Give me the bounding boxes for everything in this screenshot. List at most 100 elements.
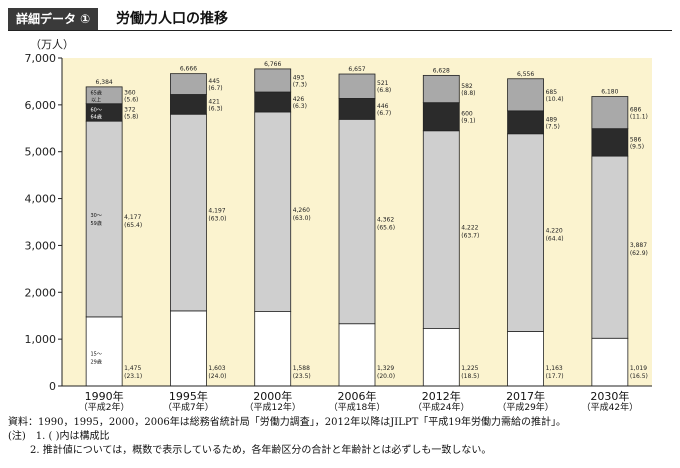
- x-tick-sublabel: （平成18年）: [329, 401, 385, 412]
- pct-label: (6.8): [377, 87, 391, 94]
- note-1: (注) 1. ( )内は構成比: [8, 431, 110, 442]
- notes: 資料：1990，1995，2000，2006年は総務省統計局「労働力調査」，20…: [8, 416, 672, 458]
- bar-segment: [507, 331, 544, 387]
- data-label: 4,177: [124, 214, 141, 221]
- bar-segment: [338, 323, 376, 387]
- pct-label: (11.1): [630, 114, 648, 121]
- x-tick-label: 2030年: [590, 389, 629, 403]
- bar-segment: [170, 94, 207, 115]
- data-label: 4,222: [461, 225, 478, 232]
- data-label: 686: [630, 107, 642, 114]
- bar-segment: [338, 118, 376, 325]
- data-label: 372: [124, 106, 136, 113]
- y-tick-label: 5,000: [25, 146, 57, 159]
- bar-segment: [422, 328, 460, 387]
- age-label: 30〜: [90, 213, 101, 219]
- bar-group: 1,019(16.5) 3,887(62.9) 586(9.5) 686(11.1) 6…: [591, 89, 648, 387]
- data-label: 685: [546, 89, 558, 96]
- bar-segment: [591, 96, 629, 130]
- data-label: 4,260: [293, 207, 310, 214]
- pct-label: (18.5): [461, 373, 479, 380]
- y-axis: 0 1,000 2,000 3,000 4,000 5,000 6,000 7,000: [25, 52, 62, 393]
- data-label: 446: [377, 103, 389, 110]
- total-label: 6,666: [180, 66, 197, 73]
- pct-label: (8.8): [461, 90, 475, 97]
- bar-segment: [338, 98, 376, 120]
- data-label: 426: [293, 96, 305, 103]
- pct-label: (6.7): [377, 110, 391, 117]
- bar-segment: [591, 155, 629, 339]
- bar-group: 1,475(23.1) 4,177(65.4) 372(5.8) 360(5.6) 6,…: [85, 79, 142, 387]
- pct-label: (24.0): [208, 373, 226, 380]
- x-tick-label: 1990年: [85, 389, 124, 403]
- header-rule: [8, 30, 672, 31]
- data-label: 1,019: [630, 365, 647, 372]
- total-label: 6,384: [96, 79, 113, 86]
- bar-segment: [170, 73, 207, 95]
- bar-segment: [170, 113, 207, 312]
- data-label: 4,197: [208, 208, 225, 215]
- age-label: 29歳: [90, 358, 101, 365]
- bar-group: 1,329(20.0) 4,362(65.6) 446(6.7) 521(6.8) 6,…: [338, 66, 395, 387]
- pct-label: (6.3): [293, 103, 307, 110]
- pct-label: (20.0): [377, 373, 395, 380]
- pct-label: (65.6): [377, 225, 395, 232]
- bar-group: 1,603(24.0) 4,197(63.0) 421(6.3) 445(6.7) 6,…: [170, 66, 226, 387]
- data-label: 1,475: [124, 365, 141, 372]
- x-tick-label: 2006年: [338, 389, 377, 403]
- total-label: 6,180: [601, 89, 618, 96]
- x-tick-label: 1995年: [169, 389, 208, 403]
- pct-label: (63.7): [461, 233, 479, 240]
- total-label: 6,628: [433, 67, 450, 74]
- header: 詳細データ ① 労働力人口の推移: [8, 8, 672, 31]
- x-axis: 1990年（平成2年）1995年（平成7年）2000年（平成12年）2006年（…: [79, 389, 638, 412]
- bar-segment: [507, 110, 544, 135]
- age-label: 15〜: [90, 351, 101, 357]
- pct-label: (17.7): [546, 373, 564, 380]
- bar-segment: [422, 102, 460, 132]
- bar-segment: [254, 91, 292, 113]
- age-label: 以上: [91, 96, 101, 103]
- data-label: 600: [461, 111, 473, 118]
- data-label: 586: [630, 136, 642, 143]
- y-tick-label: 3,000: [25, 239, 57, 252]
- pct-label: (64.4): [546, 236, 564, 243]
- data-label: 4,362: [377, 217, 394, 224]
- age-label: 64歳: [90, 113, 101, 120]
- y-tick-label: 6,000: [25, 99, 57, 112]
- bar-segment: [422, 130, 460, 330]
- y-tick-label: 4,000: [25, 193, 57, 206]
- data-label: 4,220: [546, 228, 563, 235]
- total-label: 6,766: [264, 61, 281, 68]
- x-tick-sublabel: （平成7年）: [163, 401, 214, 412]
- age-label: 59歳: [90, 220, 101, 227]
- total-label: 6,556: [517, 71, 534, 78]
- bar-segment: [254, 68, 292, 93]
- data-label: 521: [377, 80, 389, 87]
- bar-segment: [254, 311, 292, 387]
- data-label: 1,588: [293, 365, 310, 372]
- section-tag: 詳細データ ①: [8, 8, 99, 30]
- pct-label: (9.1): [461, 118, 475, 125]
- pct-label: (16.5): [630, 373, 648, 380]
- labor-force-chart: （万人） 0 1,000 2,000 3,000 4,000 5,000 6,000 7,00…: [25, 38, 652, 412]
- pct-label: (62.9): [630, 250, 648, 257]
- pct-label: (7.3): [293, 81, 307, 88]
- bar-segment: [422, 74, 460, 104]
- x-tick-label: 2017年: [506, 389, 545, 403]
- bar-segment: [338, 73, 376, 99]
- data-label: 360: [124, 89, 136, 96]
- pct-label: (10.4): [546, 96, 564, 103]
- pct-label: (23.5): [293, 373, 311, 380]
- y-tick-label: 2,000: [25, 286, 57, 299]
- data-label: 1,329: [377, 365, 394, 372]
- bar-segment: [85, 120, 123, 318]
- bar-segment: [507, 133, 544, 332]
- data-label: 3,887: [630, 242, 647, 249]
- pct-label: (5.8): [124, 113, 138, 120]
- y-tick-label: 7,000: [25, 52, 57, 65]
- total-label: 6,657: [348, 66, 365, 73]
- pct-label: (63.0): [293, 215, 311, 222]
- bar-group: 1,588(23.5) 4,260(63.0) 426(6.3) 493(7.3) 6,…: [254, 61, 311, 387]
- pct-label: (9.5): [630, 143, 644, 150]
